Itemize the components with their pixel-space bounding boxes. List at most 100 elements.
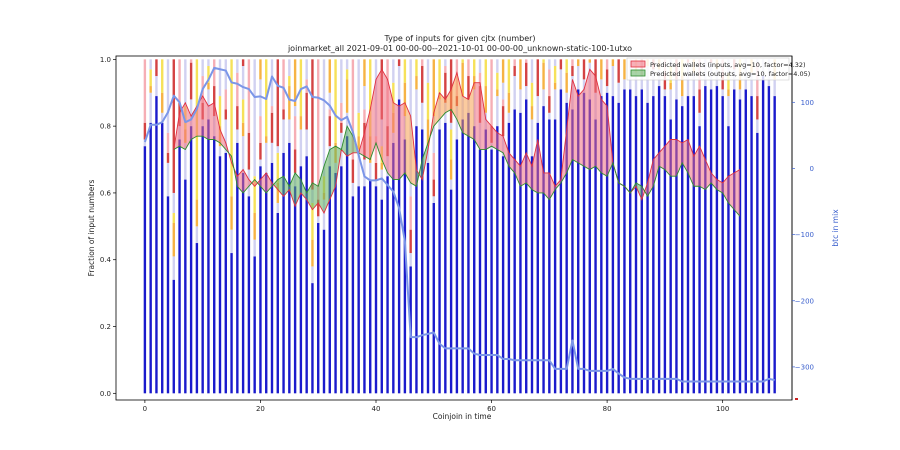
bar-segment bbox=[548, 112, 551, 120]
bar-blue bbox=[704, 86, 707, 394]
bar-segment bbox=[426, 146, 430, 163]
bar-blue bbox=[357, 186, 360, 394]
x-tick-label: 100 bbox=[716, 405, 729, 413]
fill-segment bbox=[208, 102, 215, 140]
bar-segment bbox=[623, 59, 626, 80]
bar-blue bbox=[455, 139, 459, 394]
legend-box bbox=[626, 57, 790, 81]
bar-segment bbox=[553, 66, 557, 83]
fill-segment bbox=[324, 149, 330, 213]
bar-segment bbox=[559, 59, 563, 70]
bar-segment bbox=[259, 116, 262, 143]
bar-segment bbox=[189, 59, 193, 63]
fill-segment bbox=[734, 169, 740, 217]
bar-segment bbox=[663, 72, 667, 90]
bar-blue bbox=[553, 119, 557, 394]
x-tick-label: 0 bbox=[143, 405, 147, 413]
fill-segment bbox=[514, 159, 521, 187]
bar-blue bbox=[542, 106, 545, 394]
fill-segment bbox=[485, 119, 492, 150]
bar-segment bbox=[681, 76, 684, 97]
fill-segment bbox=[364, 109, 371, 160]
bar-segment bbox=[189, 99, 193, 127]
bar-blue bbox=[640, 89, 643, 394]
bar-segment bbox=[525, 59, 528, 63]
bar-blue bbox=[444, 122, 447, 394]
bar-segment bbox=[571, 66, 574, 77]
fill-segment bbox=[439, 92, 446, 120]
bar-segment bbox=[207, 66, 210, 83]
bar-blue bbox=[571, 109, 574, 394]
bar-segment bbox=[270, 106, 274, 113]
series-line-inputs bbox=[173, 68, 741, 214]
bar-segment bbox=[559, 69, 563, 90]
bar-segment bbox=[548, 59, 551, 70]
bar-segment bbox=[756, 96, 759, 120]
bar-segment bbox=[727, 96, 730, 127]
bar-segment bbox=[415, 76, 418, 90]
bar-segment bbox=[426, 119, 430, 147]
bar-segment bbox=[773, 79, 776, 97]
bar-blue bbox=[473, 126, 476, 394]
bar-blue bbox=[421, 129, 424, 394]
bar-segment bbox=[230, 59, 233, 197]
bar-segment bbox=[646, 66, 649, 103]
bar-segment bbox=[530, 82, 534, 107]
fill-segment bbox=[272, 179, 278, 190]
bar-segment bbox=[288, 76, 291, 87]
bar-segment bbox=[334, 59, 337, 143]
bar-segment bbox=[328, 116, 331, 147]
bar-segment bbox=[305, 59, 308, 80]
bar-segment bbox=[617, 82, 620, 103]
bar-segment bbox=[311, 59, 314, 190]
bar-segment bbox=[467, 76, 470, 100]
bar-segment bbox=[432, 59, 435, 117]
bar-segment bbox=[756, 119, 759, 133]
bar-segment bbox=[623, 79, 626, 90]
bar-segment bbox=[415, 59, 418, 77]
bar-blue bbox=[143, 146, 147, 394]
bar-segment bbox=[449, 122, 453, 130]
legend: Predicted wallets (inputs, avg=10, facto… bbox=[626, 57, 810, 81]
corner-marker bbox=[795, 398, 798, 400]
bar-blue bbox=[351, 196, 355, 394]
fill-segment bbox=[572, 79, 579, 163]
bar-segment bbox=[143, 59, 147, 123]
bar-segment bbox=[421, 66, 424, 103]
bar-blue bbox=[773, 96, 776, 394]
bar-blue bbox=[403, 139, 407, 394]
bar-blue bbox=[733, 89, 736, 394]
bar-segment bbox=[328, 92, 331, 110]
bar-segment bbox=[432, 152, 435, 180]
fill-segment bbox=[549, 172, 556, 200]
bar-blue bbox=[224, 152, 227, 394]
fill-segment bbox=[295, 172, 301, 207]
bar-blue bbox=[692, 96, 695, 394]
chart-title: Type of inputs for given cjtx (number) bbox=[383, 34, 535, 43]
bar-segment bbox=[166, 162, 170, 197]
bar-blue bbox=[432, 202, 435, 394]
bar-segment bbox=[201, 59, 204, 77]
bar-segment bbox=[369, 59, 372, 137]
legend-swatch-inputs bbox=[630, 60, 646, 68]
bar-segment bbox=[634, 72, 638, 97]
y-tick-label: 1.0 bbox=[100, 56, 111, 64]
legend-label-outputs: Predicted wallets (outputs, avg=10, fact… bbox=[650, 70, 810, 78]
bar-segment bbox=[397, 59, 401, 67]
bar-blue bbox=[282, 152, 285, 394]
bar-segment bbox=[525, 86, 528, 100]
series-line-outputs bbox=[173, 108, 741, 217]
bar-blue bbox=[721, 96, 724, 394]
bar-segment bbox=[432, 179, 435, 197]
fill-segment bbox=[243, 169, 249, 193]
bar-blue bbox=[449, 189, 453, 394]
bar-segment bbox=[224, 59, 227, 90]
bar-blue bbox=[374, 186, 378, 394]
bar-segment bbox=[282, 119, 285, 153]
fill-segment bbox=[312, 182, 319, 210]
bar-segment bbox=[496, 96, 499, 127]
bar-segment bbox=[553, 59, 557, 67]
bar-blue bbox=[328, 166, 331, 394]
bar-blue bbox=[265, 172, 268, 394]
bar-segment bbox=[750, 72, 753, 97]
